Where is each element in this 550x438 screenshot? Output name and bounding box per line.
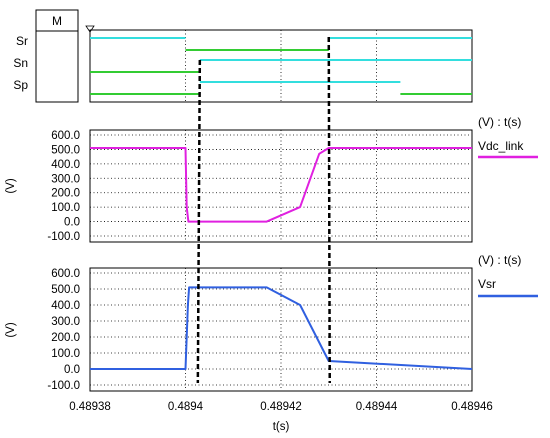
signal-label-sp: Sp [13, 78, 28, 92]
vdc-y-tick-label: 100.0 [51, 202, 80, 214]
vsr-y-tick-label: 500.0 [51, 284, 80, 296]
dashed-marker-line [327, 36, 331, 384]
x-tick-label: 0.4894 [168, 401, 204, 413]
vsr-y-tick-label: 100.0 [51, 348, 80, 360]
vdc-panel-title: (V) : t(s) [478, 115, 521, 129]
vsr-y-tick-label: -100.0 [47, 380, 80, 392]
vdc-y-tick-label: 500.0 [51, 144, 80, 156]
cursor-marker-icon [85, 25, 95, 33]
x-tick-label: 0.48942 [260, 401, 302, 413]
signal-label-sr: Sr [16, 34, 28, 48]
meter-box [35, 9, 79, 103]
x-axis-label: t(s) [273, 421, 290, 433]
vdc-legend-label: Vdc_link [478, 139, 524, 153]
vdc-y-tick-label: 200.0 [51, 188, 80, 200]
vdc-series-line [90, 147, 472, 223]
vsr-y-tick-label: 600.0 [51, 268, 80, 280]
logic-signals [90, 37, 472, 95]
tick-labels: 0.48938 0.4894 0.48942 0.48944 0.48946 600.0 5… [13, 34, 492, 413]
vdc-y-tick-label: 300.0 [51, 173, 80, 185]
vsr-y-tick-label: 300.0 [51, 316, 80, 328]
vsr-y-tick-label: 0.0 [64, 364, 80, 376]
x-tick-label: 0.48938 [69, 401, 111, 413]
vdc-y-tick-label: 400.0 [51, 159, 80, 171]
signal-label-sn: Sn [13, 56, 28, 70]
dashed-marker-line [196, 59, 202, 384]
vdc-y-tick-label: 0.0 [64, 217, 80, 229]
x-tick-label: 0.48946 [451, 401, 493, 413]
x-tick-label: 0.48944 [356, 401, 398, 413]
vsr-legend-label: Vsr [478, 277, 496, 291]
meter-label: M [52, 14, 62, 28]
vdc-y-tick-label: 600.0 [51, 130, 80, 142]
dashed-markers [196, 36, 331, 384]
vsr-y-axis-label: (V) [5, 322, 17, 338]
vsr-y-tick-label: 200.0 [51, 332, 80, 344]
vdc-y-axis-label: (V) [5, 178, 17, 194]
vdc-y-tick-label: -100.0 [47, 231, 80, 243]
series-layer [90, 147, 473, 370]
vsr-y-tick-label: 400.0 [51, 300, 80, 312]
vsr-series-line [90, 286, 473, 370]
grid-layer [90, 30, 472, 391]
vsr-panel-title: (V) : t(s) [478, 253, 521, 267]
